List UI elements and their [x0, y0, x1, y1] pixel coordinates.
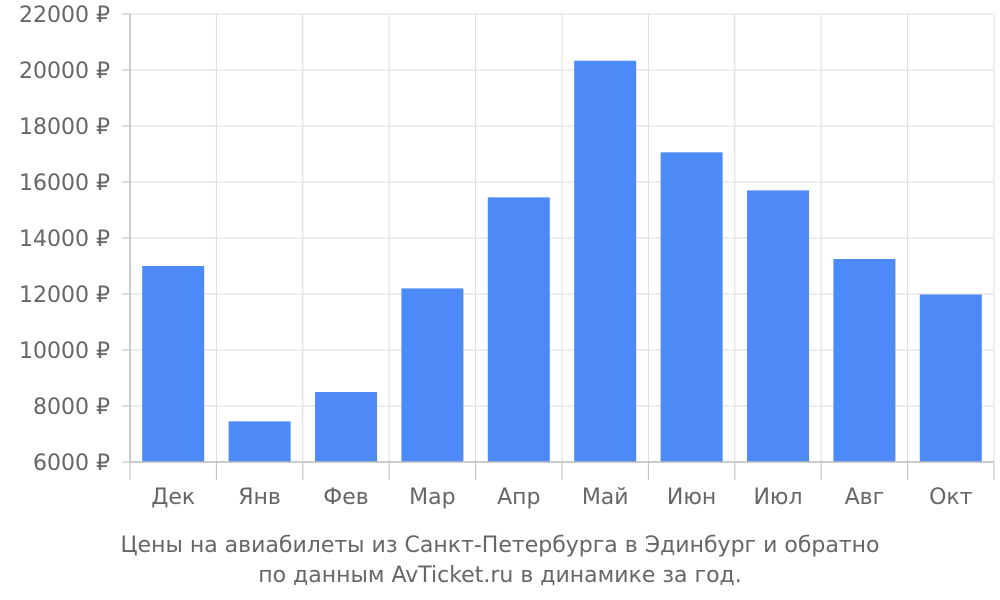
bar	[574, 60, 637, 462]
bar	[487, 197, 550, 462]
y-tick-label: 18000 ₽	[19, 115, 110, 140]
bar	[833, 259, 896, 462]
x-tick-label: Апр	[497, 485, 540, 510]
y-tick-labels: 6000 ₽ 8000 ₽ 10000 ₽ 12000 ₽ 14000 ₽ 16000 ₽…	[19, 3, 110, 476]
bars	[142, 60, 982, 462]
y-tick-label: 12000 ₽	[19, 283, 110, 308]
x-tick-labels: Дек Янв Фев Мар Апр Май Июн Июл Авг Окт	[151, 485, 973, 510]
y-tick-label: 6000 ₽	[33, 451, 110, 476]
bar	[401, 288, 464, 462]
axes	[122, 13, 995, 480]
x-tick-label: Май	[582, 485, 629, 510]
y-tick-label: 16000 ₽	[19, 171, 110, 196]
bar	[919, 294, 982, 462]
x-tick-label: Дек	[151, 485, 195, 510]
bar	[228, 421, 291, 462]
x-tick-label: Мар	[409, 485, 455, 510]
bar	[747, 190, 809, 462]
bar	[142, 266, 205, 462]
x-tick-label: Июл	[753, 485, 802, 510]
x-tick-label: Авг	[845, 485, 885, 510]
x-tick-label: Янв	[238, 485, 281, 510]
y-tick-label: 20000 ₽	[19, 59, 110, 84]
x-tick-label: Июн	[667, 485, 716, 510]
chart-caption-line-2: по данным AvTicket.ru в динамике за год.	[258, 563, 742, 588]
y-tick-label: 22000 ₽	[19, 3, 110, 28]
x-tick-label: Фев	[323, 485, 368, 510]
x-tick-label: Окт	[929, 485, 973, 510]
y-tick-label: 10000 ₽	[19, 339, 110, 364]
bar	[315, 392, 377, 462]
bar	[660, 152, 723, 462]
y-tick-label: 8000 ₽	[33, 395, 110, 420]
chart-caption-line-1: Цены на авиабилеты из Санкт-Петербурга в…	[120, 533, 880, 558]
y-tick-label: 14000 ₽	[19, 227, 110, 252]
grid-lines	[130, 13, 995, 463]
